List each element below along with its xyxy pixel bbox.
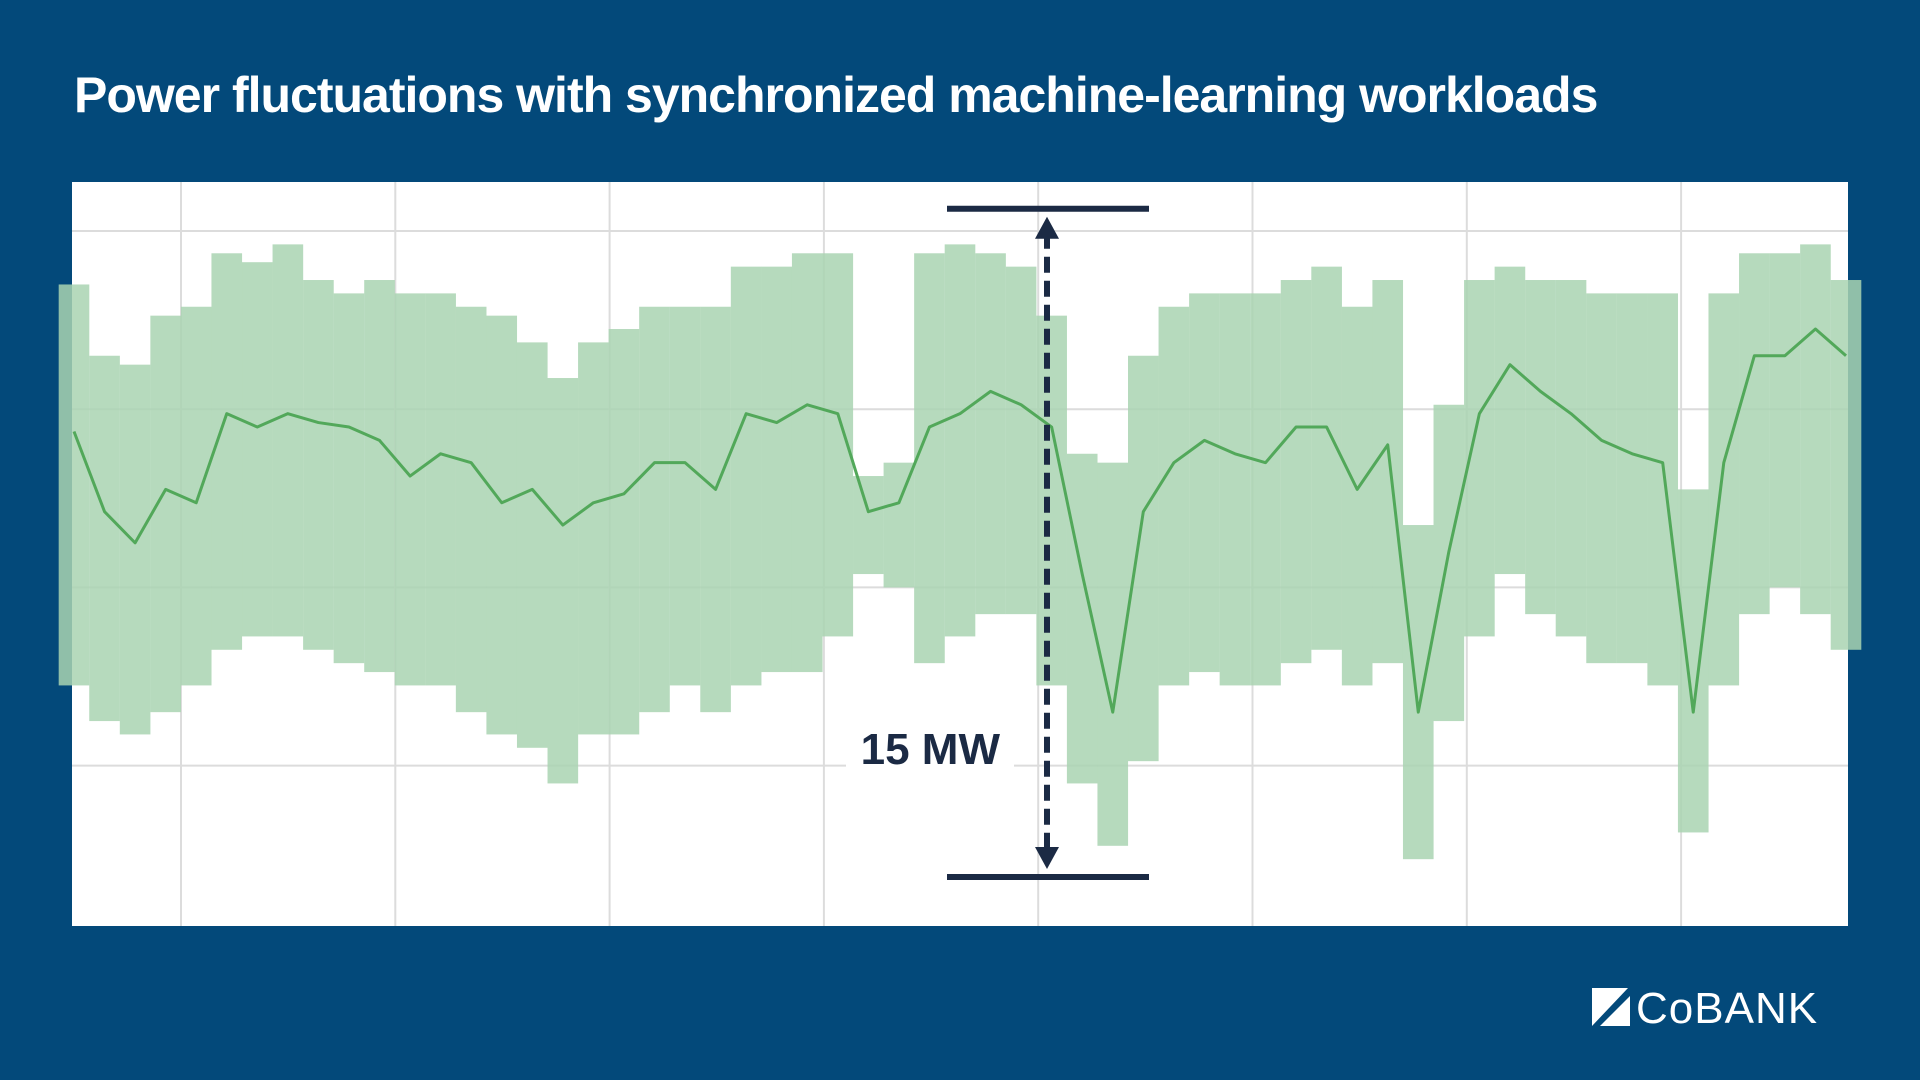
band xyxy=(1616,293,1648,664)
band xyxy=(242,262,273,637)
band xyxy=(1647,293,1678,686)
band xyxy=(89,355,120,722)
band xyxy=(944,244,976,637)
annotation-label: 15 MW xyxy=(861,725,1001,774)
band xyxy=(1036,315,1067,686)
band xyxy=(700,306,731,713)
band xyxy=(1372,280,1404,664)
band xyxy=(272,244,304,637)
band xyxy=(1739,253,1770,615)
band xyxy=(364,280,395,673)
logo-text: CoBANK xyxy=(1636,984,1818,1033)
band xyxy=(1189,293,1220,673)
band xyxy=(1677,489,1709,833)
band xyxy=(761,266,792,673)
band xyxy=(1097,462,1129,846)
logo-icon xyxy=(1592,988,1628,1026)
arrow-head xyxy=(1035,216,1059,239)
band xyxy=(516,342,548,748)
band xyxy=(1128,355,1159,762)
band xyxy=(547,378,579,784)
band xyxy=(1525,280,1556,615)
band xyxy=(1830,280,1862,650)
logo-icon xyxy=(1600,996,1630,1026)
band xyxy=(1250,293,1281,686)
band xyxy=(1555,280,1587,637)
band xyxy=(1800,244,1831,615)
band xyxy=(1769,253,1801,588)
band xyxy=(608,329,640,735)
band xyxy=(394,293,426,686)
band xyxy=(1586,293,1617,664)
band xyxy=(211,253,243,650)
band xyxy=(303,280,334,650)
band xyxy=(853,476,884,575)
band xyxy=(180,306,212,686)
band xyxy=(669,306,701,686)
band xyxy=(975,253,1006,615)
band xyxy=(119,364,151,735)
band xyxy=(1341,306,1373,686)
band xyxy=(1005,266,1037,615)
band xyxy=(425,293,456,686)
band xyxy=(791,253,823,673)
band xyxy=(1494,266,1526,575)
chart-title: Power fluctuations with synchronized mac… xyxy=(74,67,1598,123)
logo: CoBANK xyxy=(1592,984,1818,1033)
band xyxy=(455,306,487,713)
line xyxy=(72,327,1847,714)
band xyxy=(150,315,181,713)
band xyxy=(1708,293,1740,686)
band xyxy=(883,462,915,588)
band xyxy=(1402,525,1434,860)
band xyxy=(486,315,518,735)
band xyxy=(1280,280,1312,664)
band xyxy=(333,293,365,664)
band xyxy=(58,284,90,686)
band xyxy=(578,342,609,735)
band xyxy=(914,253,945,664)
band xyxy=(730,266,762,686)
band xyxy=(1158,306,1190,686)
band xyxy=(1311,266,1342,650)
band xyxy=(639,306,670,713)
band xyxy=(1433,404,1465,722)
label-bg xyxy=(846,722,1014,778)
arrow-head xyxy=(1035,846,1059,869)
band xyxy=(1219,293,1251,686)
